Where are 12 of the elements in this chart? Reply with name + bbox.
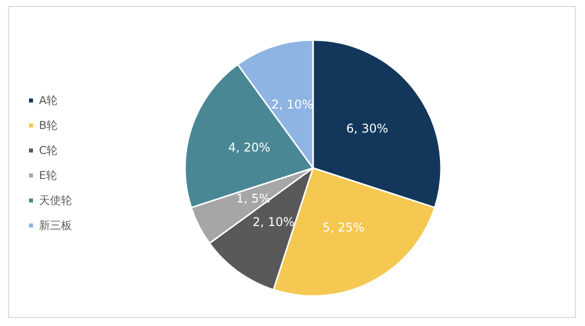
legend-label: C轮 [39,144,58,157]
legend-label: A轮 [39,94,58,107]
data-label: 1, 5% [236,191,270,206]
legend-label: 新三板 [39,219,72,232]
legend-label: E轮 [39,169,57,182]
data-label: 6, 30% [346,122,388,136]
data-label: 5, 25% [322,220,364,235]
data-label: 2, 10% [252,215,295,230]
legend-label: B轮 [39,119,58,132]
data-label: 4, 20% [228,140,270,154]
data-label: 2, 10% [271,97,314,112]
legend-label: 天使轮 [39,194,72,207]
